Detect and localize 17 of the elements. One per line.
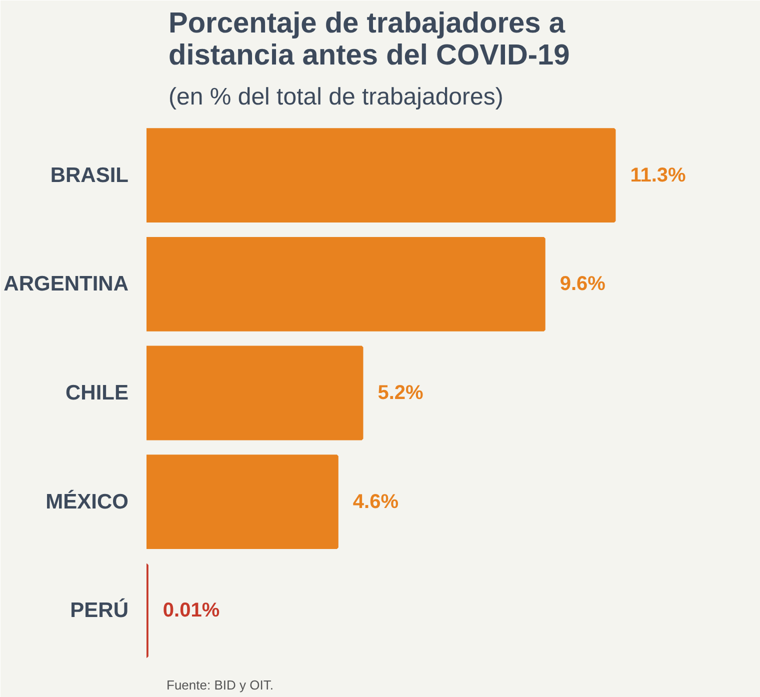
y-tick-label: CHILE (66, 382, 128, 404)
data-label: 11.3% (630, 164, 686, 186)
data-label: 4.6% (352, 490, 399, 513)
y-tick-label: BRASIL (50, 164, 129, 187)
bar (146, 454, 338, 550)
bar (146, 236, 546, 332)
data-label: 5.2% (378, 382, 424, 404)
bar (146, 346, 364, 440)
y-tick-label: ARGENTINA (4, 272, 129, 296)
chart-subtitle: (en % del total de trabajadores) (168, 84, 504, 110)
data-label: 0.01% (162, 600, 220, 622)
data-label: 9.6% (560, 273, 606, 296)
y-tick-label: MÉXICO (46, 489, 128, 514)
y-tick-label: PERÚ (70, 598, 129, 622)
bar (146, 128, 616, 223)
source-note: Fuente: BID y OIT. (166, 678, 274, 692)
chart-title: Porcentaje de trabajadores a distancia antes del COVID-19 (168, 8, 570, 72)
